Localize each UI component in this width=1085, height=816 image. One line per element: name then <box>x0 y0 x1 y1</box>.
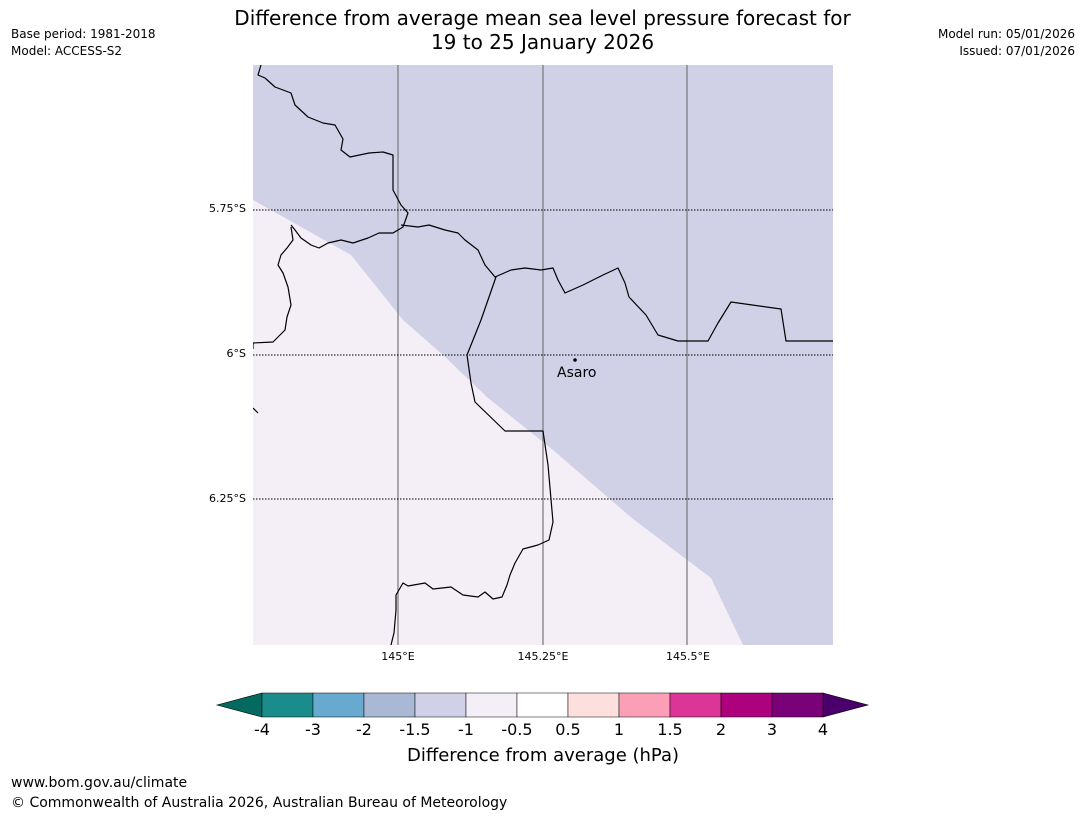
title-line-2: 19 to 25 January 2026 <box>430 30 655 54</box>
asaro-marker <box>573 358 577 362</box>
colorbar-tick-label: -0.5 <box>501 720 533 739</box>
issued-date: Issued: 07/01/2026 <box>959 44 1075 58</box>
colorbar-segment <box>261 692 314 718</box>
lat-label-6: 6°S <box>226 347 246 360</box>
coast-fragment-west <box>253 407 259 414</box>
asaro-label: Asaro <box>557 365 597 381</box>
colorbar-segment <box>669 692 722 718</box>
boundary-west <box>253 226 294 349</box>
colorbar-segment <box>771 692 824 718</box>
map-panel <box>253 65 833 645</box>
colorbar-segment <box>465 692 518 718</box>
colorbar-tick-label: 1.5 <box>657 720 683 739</box>
colorbar <box>215 692 870 718</box>
colorbar-tick-label: 0.5 <box>555 720 581 739</box>
colorbar-segment <box>618 692 671 718</box>
colorbar-segment <box>516 692 569 718</box>
lon-label-145-25: 145.25°E <box>517 650 569 663</box>
colorbar-tick-label: -1.5 <box>399 720 431 739</box>
base-period: Base period: 1981-2018 <box>11 27 156 41</box>
colorbar-segment <box>312 692 365 718</box>
colorbar-under-arrow <box>215 692 263 718</box>
colorbar-tick-label: -3 <box>305 720 321 739</box>
colorbar-tick-label: 2 <box>715 720 727 739</box>
title-line-1: Difference from average mean sea level p… <box>234 6 851 30</box>
colorbar-over-arrow <box>822 692 870 718</box>
colorbar-segment <box>363 692 416 718</box>
lat-label-6-25: 6.25°S <box>209 492 246 505</box>
colorbar-tick-label: -2 <box>356 720 372 739</box>
lon-label-145-5: 145.5°E <box>666 650 710 663</box>
map-title: Difference from average mean sea level p… <box>180 6 905 54</box>
metadata-left: Base period: 1981-2018 Model: ACCESS-S2 <box>11 26 156 60</box>
colorbar-tick-label: 3 <box>766 720 778 739</box>
graticule <box>253 65 833 645</box>
footer-copyright: © Commonwealth of Australia 2026, Austra… <box>11 795 508 811</box>
lon-label-145: 145°E <box>381 650 415 663</box>
model-name: Model: ACCESS-S2 <box>11 44 123 58</box>
colorbar-segment <box>567 692 620 718</box>
lat-label-5-75: 5.75°S <box>209 202 246 215</box>
metadata-right: Model run: 05/01/2026 Issued: 07/01/2026 <box>938 26 1075 60</box>
model-run: Model run: 05/01/2026 <box>937 27 1075 41</box>
colorbar-tick-label: 1 <box>613 720 625 739</box>
colorbar-title: Difference from average (hPa) <box>406 745 680 766</box>
colorbar-tick-label: -1 <box>458 720 474 739</box>
boundary-north-east <box>400 224 833 342</box>
colorbar-segment <box>414 692 467 718</box>
colorbar-segment <box>720 692 773 718</box>
province-boundaries <box>253 65 833 645</box>
colorbar-tick-label: 4 <box>817 720 829 739</box>
boundary-central <box>390 276 554 645</box>
colorbar-tick-label: -4 <box>254 720 270 739</box>
boundary-north <box>257 65 409 249</box>
colorbar-segments <box>261 692 824 718</box>
footer-url: www.bom.gov.au/climate <box>11 775 188 791</box>
